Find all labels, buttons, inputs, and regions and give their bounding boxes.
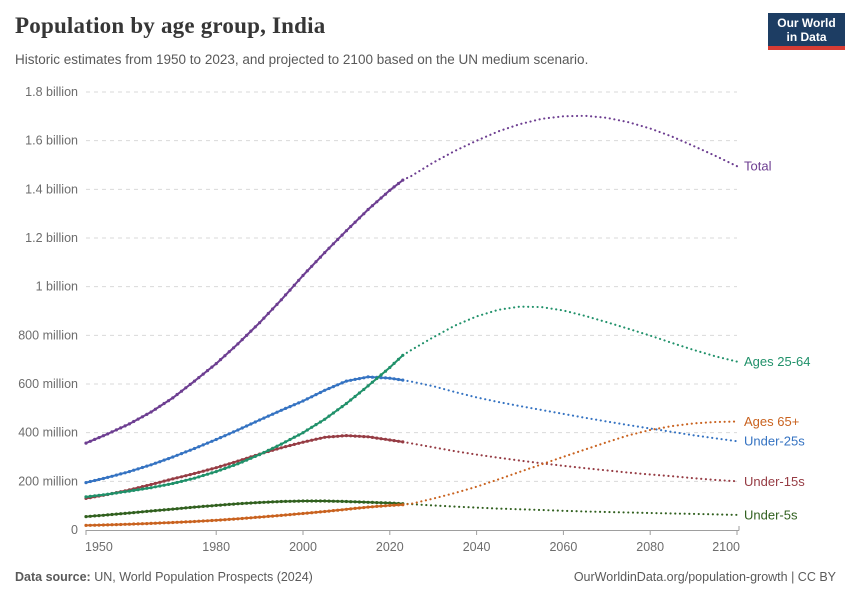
series-under-5s	[84, 499, 739, 519]
y-axis-label: 1.6 billion	[25, 134, 78, 148]
series-total-historic	[85, 179, 404, 445]
x-axis-label: 2060	[549, 540, 577, 554]
x-axis-label: 2020	[376, 540, 404, 554]
data-source: Data source: UN, World Population Prospe…	[15, 570, 313, 584]
y-gridlines: 0 200 million 400 million 600 million 800 mi…	[18, 85, 737, 537]
series-ages-25-64-markers	[84, 353, 405, 499]
series-ages-65	[84, 420, 739, 528]
series-ages-65-projected	[401, 420, 739, 506]
series-under-5s-markers	[84, 499, 405, 519]
series-ages-25-64-projected	[401, 305, 739, 363]
series-ages-65-historic	[85, 503, 403, 527]
y-axis-label: 200 million	[18, 474, 78, 488]
x-axis-label: 1950	[85, 540, 113, 554]
y-axis-label: 1.8 billion	[25, 85, 78, 99]
series-label-under-15s[interactable]: Under-15s	[744, 474, 805, 489]
series-label-ages-25-64[interactable]: Ages 25-64	[744, 354, 811, 369]
series-ages-65-markers	[84, 503, 405, 528]
owid-logo[interactable]: Our World in Data	[768, 13, 845, 50]
series-under-15s-historic	[85, 434, 403, 500]
series-under-5s-projected	[401, 502, 739, 516]
series-under-15s-projected	[401, 440, 739, 483]
data-source-label: Data source:	[15, 570, 91, 584]
y-axis-label: 800 million	[18, 328, 78, 342]
x-axis-label: 1980	[202, 540, 230, 554]
owid-logo-line2: in Data	[786, 29, 827, 44]
chart-footer: Data source: UN, World Population Prospe…	[15, 570, 836, 584]
y-axis-label: 1 billion	[36, 280, 78, 294]
series-total-projected	[401, 114, 739, 182]
series-under-25s	[84, 375, 739, 485]
series-label-under-5s[interactable]: Under-5s	[744, 507, 798, 522]
series-label-total[interactable]: Total	[744, 159, 772, 174]
series-ages-25-64	[84, 305, 739, 499]
x-axis-label: 2040	[463, 540, 491, 554]
series-total-markers	[84, 178, 405, 445]
x-axis-label: 2080	[636, 540, 664, 554]
series-under-25s-projected	[401, 379, 739, 443]
y-axis-label: 0	[71, 523, 78, 537]
series-label-under-25s[interactable]: Under-25s	[744, 434, 805, 449]
y-axis-label: 1.4 billion	[25, 182, 78, 196]
series-under-5s-historic	[85, 500, 403, 518]
series-under-15s	[84, 434, 739, 500]
series-under-25s-markers	[84, 375, 405, 485]
footer-citation-link[interactable]: OurWorldinData.org/population-growth | C…	[573, 570, 836, 584]
y-axis-label: 400 million	[18, 426, 78, 440]
series-ages-25-64-historic	[85, 354, 404, 498]
data-source-text: UN, World Population Prospects (2024)	[90, 570, 313, 584]
chart-title: Population by age group, India	[15, 13, 326, 38]
series-total	[84, 114, 739, 445]
y-axis-label: 1.2 billion	[25, 231, 78, 245]
chart-subtitle: Historic estimates from 1950 to 2023, an…	[15, 52, 589, 67]
series-label-ages-65[interactable]: Ages 65+	[744, 414, 799, 429]
x-axis: 1950 1980 2000 2020 2040 2060 2080 2100	[85, 526, 740, 554]
x-axis-label: 2100	[712, 540, 740, 554]
y-axis-label: 600 million	[18, 377, 78, 391]
x-axis-label: 2000	[289, 540, 317, 554]
series-under-25s-historic	[85, 375, 403, 484]
owid-logo-line1: Our World	[777, 15, 836, 30]
